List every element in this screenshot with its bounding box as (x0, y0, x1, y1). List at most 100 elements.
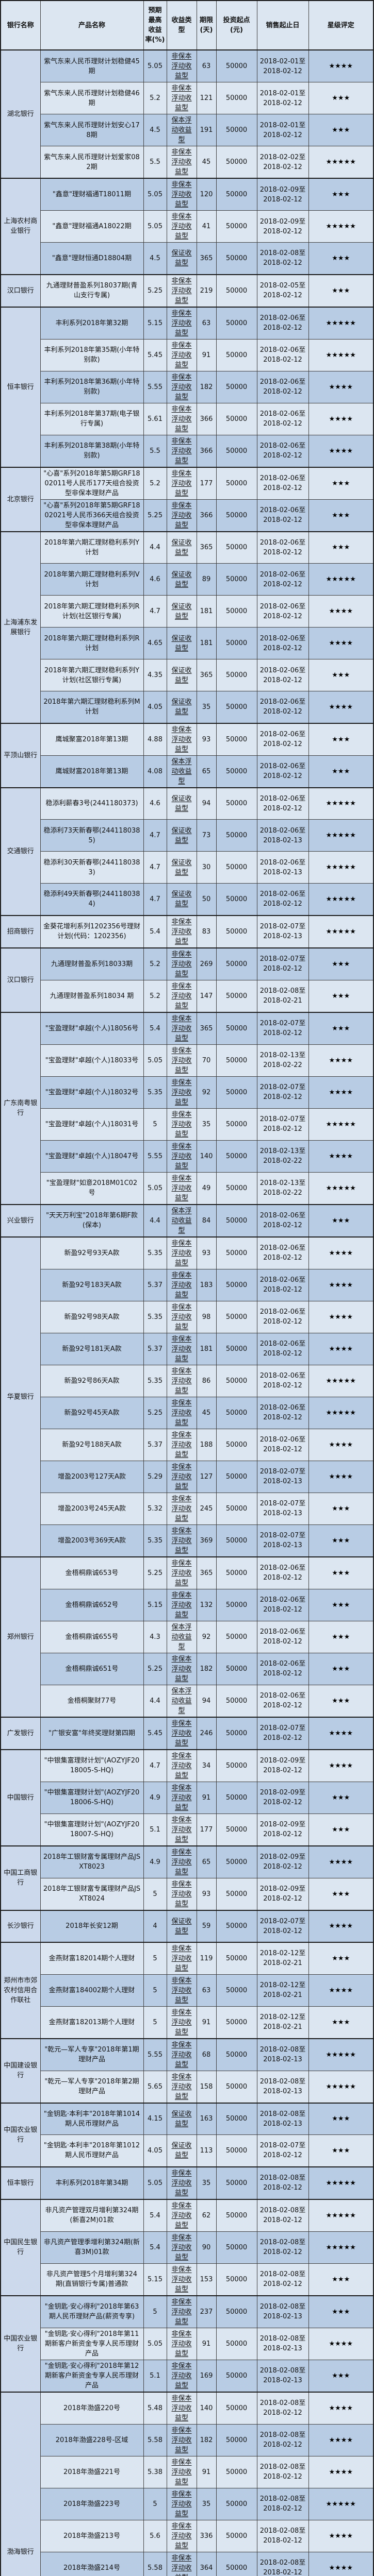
table-row: 兴业银行 "天天万利宝"2018年第6期F款(保本) 4.4 保本浮动收益型 84 500… (0, 1204, 374, 1237)
min-investment-cell: 50000 (216, 1236, 257, 1269)
term-days-cell: 34 (196, 1749, 217, 1782)
term-days-cell: 90 (196, 2231, 217, 2264)
expected-max-yield-cell: 5.5 (143, 434, 167, 467)
sale-period-cell: 2018-02-02至 2018-02-12 (256, 146, 309, 179)
yield-type-cell: 保本浮动收益型 (166, 1684, 197, 1717)
min-investment-cell: 50000 (216, 2455, 257, 2488)
product-name-cell: 紫气东来人民币理财计划爱家082期 (40, 146, 144, 179)
min-investment-cell: 50000 (216, 947, 257, 980)
yield-type-cell: 非保本浮动收益型 (166, 1974, 197, 2007)
term-days-cell: 365 (196, 1556, 217, 1589)
yield-type-cell: 非保本浮动收益型 (166, 979, 197, 1012)
star-rating-cell: ★★★ (308, 1524, 374, 1557)
min-investment-cell: 50000 (216, 979, 257, 1012)
expected-max-yield-cell: 5.2 (143, 466, 167, 500)
star-rating-cell: ★★★★★ (308, 1364, 374, 1397)
yield-type-cell: 非保本浮动收益型 (166, 2359, 197, 2392)
min-investment-cell: 50000 (216, 1620, 257, 1653)
expected-max-yield-cell: 5.05 (143, 1044, 167, 1077)
expected-max-yield-cell: 4.6 (143, 787, 167, 820)
table-row: 广发银行 "广银安富"年终奖理财第四期 5.45 非保本浮动收益型 246 50000 20… (0, 1716, 374, 1750)
bank-name-cell: 中国工商银行 (0, 1845, 41, 1910)
table-row: 丰利系列2018年第38期(小年特别款) 5.5 非保本浮动收益型 366 50000 2… (1, 434, 374, 467)
sale-period-cell: 2018-02-06至 2018-02-12 (256, 722, 309, 756)
min-investment-cell: 50000 (216, 274, 257, 307)
star-rating-cell: ★★★★ (308, 1974, 374, 2007)
table-row: 稳添利30天新春鄂(2441180383) 4.7 保证收益型 30 50000 2018… (1, 851, 374, 884)
col-header-term-days: 期限(天) (196, 0, 217, 50)
min-investment-cell: 50000 (216, 499, 257, 532)
product-name-cell: 丰利系列2018年第38期(小年特别款) (40, 434, 144, 467)
term-days-cell: 93 (196, 1236, 217, 1269)
table-row: 紫气东来人民币理财计划安心178期 4.5 保本浮动收益型 191 50000 2018-… (1, 114, 374, 146)
min-investment-cell: 50000 (216, 691, 257, 723)
product-name-cell: 丰利系列2018年第35期(小年特别款) (40, 338, 144, 371)
term-days-cell: 269 (196, 947, 217, 980)
col-header-expected-max-yield: 预期最高收益率(%) (143, 0, 167, 50)
term-days-cell: 93 (196, 1877, 217, 1910)
sale-period-cell: 2018-02-06至 2018-02-12 (256, 499, 309, 532)
star-rating-cell: ★★★ (308, 1652, 374, 1685)
bank-name-cell: 郑州市市郊农村信用合作联社 (0, 1941, 41, 2039)
min-investment-cell: 50000 (216, 1108, 257, 1141)
product-name-cell: 金梧桐鼎诚653号 (40, 1556, 144, 1589)
min-investment-cell: 50000 (216, 1813, 257, 1846)
table-row: 中国民生银行 非凡资产管理双月增利第324期(新喜2M)01款 5.4 非保本浮动收益… (0, 2198, 374, 2296)
expected-max-yield-cell: 5.1 (143, 1813, 167, 1846)
min-investment-cell: 50000 (216, 1974, 257, 2007)
sale-period-cell: 2018-02-06至 2018-02-12 (256, 787, 309, 820)
term-days-cell: 59 (196, 1909, 217, 1942)
term-days-cell: 91 (196, 2327, 217, 2360)
table-row: 华夏银行 新盈92号93天A款 5.35 非保本浮动收益型 93 50000 2018-02… (0, 1236, 374, 1557)
sale-period-cell: 2018-02-07至 2018-02-13 (256, 914, 309, 948)
term-days-cell: 177 (196, 1813, 217, 1846)
term-days-cell: 83 (196, 914, 217, 948)
min-investment-cell: 50000 (216, 595, 257, 628)
star-rating-cell: ★★★★★ (308, 883, 374, 916)
table-row: 2018年渤盛213号 5.6 非保本浮动收益型 336 50000 2018-02-08… (1, 2519, 374, 2552)
table-row: 鹰城财富2018年第13期 4.08 保本浮动收益型 65 50000 2018-02-0… (1, 755, 374, 788)
product-name-cell: 紫气东来人民币理财计划稳健46期 (40, 82, 144, 114)
star-rating-cell: ★★★ (308, 1684, 374, 1717)
term-days-cell: 92 (196, 1076, 217, 1109)
expected-max-yield-cell: 5.05 (143, 210, 167, 243)
star-rating-cell: ★★★★★ (308, 1172, 374, 1205)
sale-period-cell: 2018-02-09至 2018-02-12 (256, 1781, 309, 1814)
min-investment-cell: 50000 (216, 2551, 257, 2576)
table-row: "中银集富理财计划"(AOZYJF2018006-S-HQ) 4.9 非保本浮动收益… (1, 1781, 374, 1814)
table-row: "金钥匙·本利丰"2018年第1012期人民币理财产品 4.05 保证收益型 113 5… (1, 2134, 374, 2167)
term-days-cell: 140 (196, 1140, 217, 1173)
expected-max-yield-cell: 5.61 (143, 402, 167, 435)
min-investment-cell: 50000 (216, 2038, 257, 2071)
star-rating-cell: ★★★★ (308, 1428, 374, 1461)
sale-period-cell: 2018-02-07至 2018-02-13 (256, 1460, 309, 1493)
table-row: 2018年渤盛228号-区域 5.58 非保本浮动收益型 182 50000 2018-0… (1, 2424, 374, 2456)
yield-type-cell: 非保本浮动收益型 (166, 1524, 197, 1557)
product-name-cell: "宝盈理财"卓越(个人)18047号 (40, 1140, 144, 1173)
product-name-cell: 金梧桐聚财77号 (40, 1684, 144, 1717)
bank-name-cell: 中国农业银行 (0, 2295, 41, 2392)
sale-period-cell: 2018-02-08至 2018-02-13 (256, 2295, 309, 2328)
star-rating-cell: ★★★★★ (308, 2198, 374, 2232)
product-name-cell: 金梧桐鼎诚652号 (40, 1588, 144, 1621)
yield-type-cell: 保证收益型 (166, 531, 197, 564)
expected-max-yield-cell: 4.6 (143, 563, 167, 596)
min-investment-cell: 50000 (216, 2166, 257, 2199)
star-rating-cell: ★★★★ (308, 1300, 374, 1333)
term-days-cell: 63 (196, 49, 217, 82)
expected-max-yield-cell: 5 (143, 1877, 167, 1910)
yield-type-cell: 非保本浮动收益型 (166, 1076, 197, 1109)
expected-max-yield-cell: 5 (143, 2006, 167, 2039)
expected-max-yield-cell: 5.25 (143, 1652, 167, 1685)
table-row: 招商银行 金葵花增利系列1202356号理财计划(代码：1202356) 5.4 非保… (0, 914, 374, 948)
star-rating-cell: ★★★★ (308, 2391, 374, 2425)
min-investment-cell: 50000 (216, 1011, 257, 1045)
star-rating-cell: ★★★ (308, 1813, 374, 1846)
yield-type-cell: 非保本浮动收益型 (166, 49, 197, 82)
star-rating-cell: ★★★ (308, 2006, 374, 2039)
product-name-cell: 丰利系列2018年第36期(小年特别款) (40, 370, 144, 403)
expected-max-yield-cell: 5.37 (143, 1332, 167, 1365)
sale-period-cell: 2018-02-06至 2018-02-12 (256, 1300, 309, 1333)
expected-max-yield-cell: 4.7 (143, 883, 167, 916)
expected-max-yield-cell: 5.35 (143, 1364, 167, 1397)
